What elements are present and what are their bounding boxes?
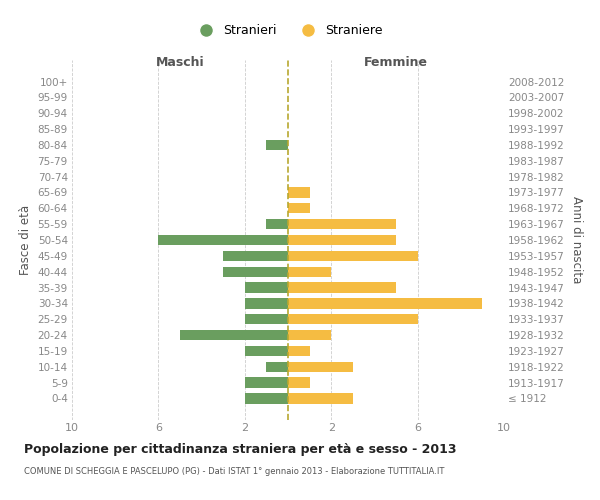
Text: Femmine: Femmine [364, 56, 428, 69]
Bar [288, 188, 310, 198]
Bar [245, 394, 288, 404]
Bar [266, 140, 288, 150]
Legend: Stranieri, Straniere: Stranieri, Straniere [188, 20, 388, 42]
Bar [223, 250, 288, 261]
Bar [288, 346, 310, 356]
Bar [288, 298, 482, 308]
Bar [180, 330, 288, 340]
Bar [245, 346, 288, 356]
Bar [288, 378, 310, 388]
Bar [288, 235, 396, 245]
Bar [288, 314, 418, 324]
Bar [245, 314, 288, 324]
Y-axis label: Anni di nascita: Anni di nascita [571, 196, 583, 284]
Bar [288, 394, 353, 404]
Bar [158, 235, 288, 245]
Bar [288, 330, 331, 340]
Y-axis label: Fasce di età: Fasce di età [19, 205, 32, 275]
Text: Maschi: Maschi [155, 56, 205, 69]
Bar [245, 298, 288, 308]
Bar [288, 362, 353, 372]
Bar [223, 266, 288, 277]
Bar [266, 362, 288, 372]
Bar [288, 250, 418, 261]
Bar [288, 266, 331, 277]
Text: Popolazione per cittadinanza straniera per età e sesso - 2013: Popolazione per cittadinanza straniera p… [24, 442, 457, 456]
Bar [288, 282, 396, 292]
Bar [245, 378, 288, 388]
Text: COMUNE DI SCHEGGIA E PASCELUPO (PG) - Dati ISTAT 1° gennaio 2013 - Elaborazione : COMUNE DI SCHEGGIA E PASCELUPO (PG) - Da… [24, 468, 445, 476]
Bar [266, 219, 288, 230]
Bar [245, 282, 288, 292]
Bar [288, 203, 310, 213]
Bar [288, 219, 396, 230]
